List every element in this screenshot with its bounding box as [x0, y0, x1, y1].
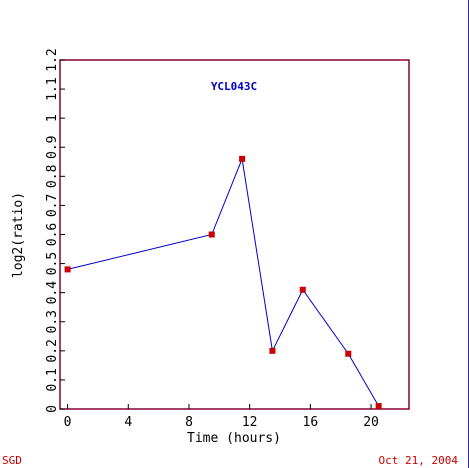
x-axis: 0 4 8 12 16 20 — [64, 404, 379, 430]
series-layer — [64, 155, 382, 410]
y-tick-label: 0.5 — [45, 252, 60, 275]
x-tick-label: 20 — [363, 415, 379, 430]
y-tick-label: 1.1 — [45, 77, 60, 100]
x-tick-label: 4 — [124, 415, 132, 430]
data-point — [239, 155, 246, 162]
x-axis-label: Time (hours) — [187, 431, 281, 446]
y-tick-label: 1 — [45, 114, 60, 122]
plot-area-frame — [59, 59, 410, 410]
y-tick-label: 0.1 — [45, 368, 60, 391]
footer-source: SGD — [2, 454, 22, 467]
chart-title: YCL043C — [211, 80, 257, 93]
x-tick-label: 12 — [242, 415, 258, 430]
data-point — [64, 266, 71, 273]
data-point — [375, 403, 382, 410]
series-line — [67, 157, 380, 407]
y-tick-label: 0.8 — [45, 165, 60, 188]
y-tick-label: 0 — [45, 405, 60, 413]
y-tick-label: 0.9 — [45, 136, 60, 159]
y-tick-label: 0.6 — [45, 223, 60, 246]
data-point — [299, 286, 306, 293]
y-tick-label: 0.3 — [45, 310, 60, 333]
data-point — [208, 231, 215, 238]
y-tick-label: 0.7 — [45, 194, 60, 217]
data-point — [269, 347, 276, 354]
x-tick-label: 8 — [185, 415, 193, 430]
x-tick-label: 16 — [303, 415, 319, 430]
y-axis: 0 0.1 0.2 0.3 0.4 0.5 0.6 0.7 0.8 0.9 1 1.1 1.2 — [45, 48, 65, 413]
y-tick-label: 0.2 — [45, 339, 60, 362]
x-tick-label: 0 — [64, 415, 72, 430]
y-tick-label: 1.2 — [45, 48, 60, 71]
y-tick-label: 0.4 — [45, 281, 60, 305]
data-point — [345, 350, 352, 357]
y-axis-label: log2(ratio) — [11, 192, 26, 278]
footer-date: Oct 21, 2004 — [379, 454, 459, 467]
